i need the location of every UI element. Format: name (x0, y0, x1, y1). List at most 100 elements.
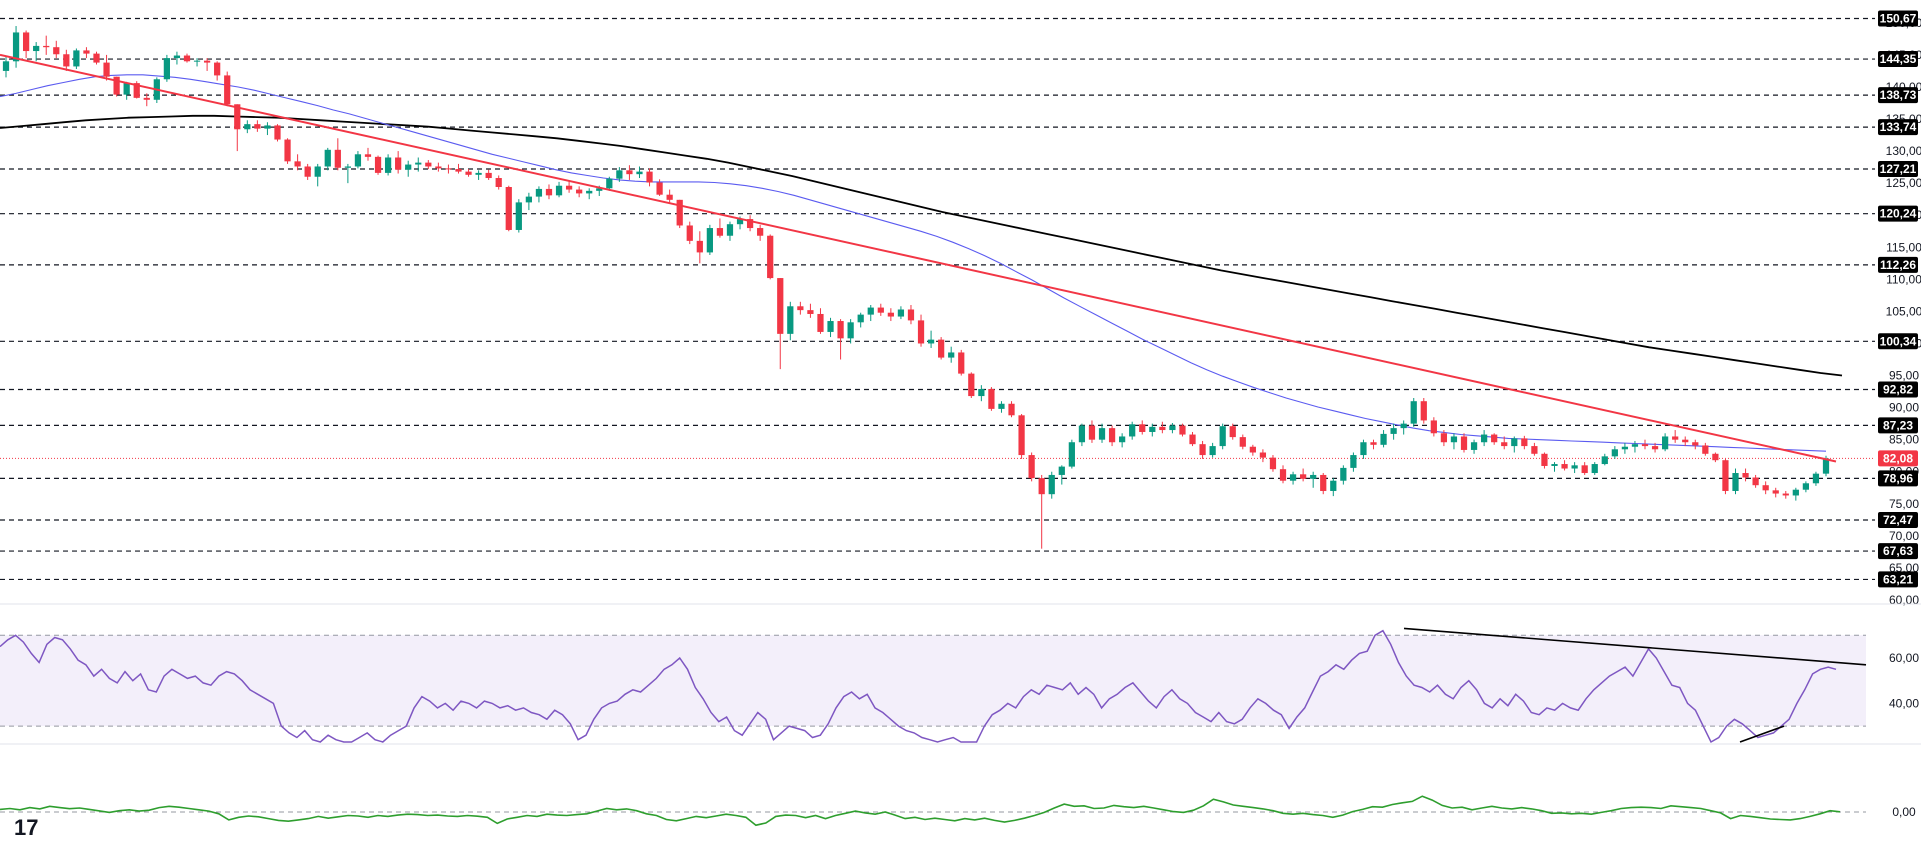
candle (525, 192, 532, 211)
candle-body (555, 185, 563, 196)
candle (616, 167, 623, 182)
candle (1360, 439, 1367, 459)
candle-body (1400, 423, 1407, 429)
candle-body (1742, 473, 1749, 478)
candle-body (485, 172, 492, 179)
candle (254, 120, 261, 132)
level-label-bg (1878, 10, 1918, 27)
candle (374, 155, 382, 175)
candle (1259, 449, 1267, 463)
candle (767, 234, 774, 280)
candle-body (1591, 464, 1598, 474)
candle-body (314, 166, 321, 177)
candle (1370, 439, 1377, 450)
candle (1098, 423, 1106, 443)
candle (1159, 421, 1166, 434)
candle (1682, 436, 1689, 447)
price-tick-label: 110,00 (1886, 272, 1921, 286)
candle-body (1531, 446, 1538, 454)
candle (716, 218, 724, 238)
candle-body (1038, 478, 1045, 495)
candle (1008, 401, 1015, 418)
candle-body (2, 61, 10, 71)
level-label: 112,26 (1880, 258, 1916, 272)
level-label-bg (1878, 333, 1918, 350)
candle-body (103, 62, 110, 77)
candle-body (646, 171, 653, 183)
candle (1229, 423, 1236, 440)
candle (797, 301, 804, 315)
candle (666, 189, 673, 203)
candle-body (33, 45, 40, 52)
level-label: 133,74 (1880, 120, 1917, 134)
candle-body (767, 235, 774, 279)
candle (465, 169, 472, 177)
candle (264, 122, 271, 136)
candle-body (616, 170, 623, 179)
candle (998, 401, 1005, 413)
candle-body (827, 321, 834, 332)
candle-body (1792, 489, 1799, 496)
candle (1470, 439, 1478, 454)
descending-trendline (0, 53, 1837, 463)
candle (646, 168, 653, 187)
candle-body (1440, 433, 1448, 443)
candle (103, 54, 110, 81)
candle-body (254, 124, 261, 129)
candle-body (224, 75, 231, 105)
candle-body (1229, 426, 1236, 438)
candle (415, 157, 422, 172)
candle-body (907, 309, 915, 321)
candle-body (344, 166, 351, 168)
candle-body (324, 149, 331, 167)
candle-body (1641, 444, 1649, 447)
candle (284, 138, 291, 164)
candle (586, 188, 593, 200)
candle-body (1098, 428, 1106, 440)
candle-body (837, 321, 844, 339)
candle (1058, 465, 1065, 485)
candle (1350, 452, 1357, 472)
candle-body (1511, 438, 1518, 447)
candle (1601, 453, 1608, 466)
price-tick-label: 115,00 (1886, 240, 1921, 254)
rsi-panel: 60,00 40,00 (0, 627, 1919, 744)
candle (1611, 446, 1618, 459)
candle-body (1762, 485, 1769, 491)
candle-body (1712, 453, 1719, 461)
candle-body (505, 187, 512, 230)
candle (274, 124, 281, 142)
candle (1792, 487, 1799, 501)
level-label-bg (1878, 571, 1918, 588)
candle (1129, 421, 1136, 440)
candle (1088, 420, 1096, 443)
candle-body (1571, 465, 1578, 469)
candle (1038, 474, 1045, 549)
candle (384, 154, 392, 176)
candle-body (173, 55, 181, 59)
candle-body (334, 149, 341, 168)
price-tick-label: 95,00 (1889, 369, 1919, 383)
level-label-bg (1878, 543, 1918, 560)
candle (917, 314, 925, 347)
candle (1199, 440, 1206, 459)
candle (445, 164, 452, 174)
candle-body (83, 50, 90, 54)
level-label: 127,21 (1880, 162, 1917, 176)
candle (807, 303, 814, 318)
candle-body (1752, 477, 1759, 486)
candle (1762, 481, 1769, 495)
candle-body (1611, 449, 1618, 457)
candle-body (1410, 401, 1417, 424)
candle-body (304, 166, 311, 177)
candle-body (435, 166, 442, 169)
candle-body (1420, 401, 1427, 421)
candle-body (384, 157, 392, 173)
candles (2, 26, 1830, 549)
candle (1048, 471, 1055, 499)
candle-body (1390, 428, 1397, 434)
candle (294, 154, 301, 171)
candle (1631, 440, 1639, 453)
candle-body (1601, 456, 1608, 465)
candle (887, 308, 894, 322)
